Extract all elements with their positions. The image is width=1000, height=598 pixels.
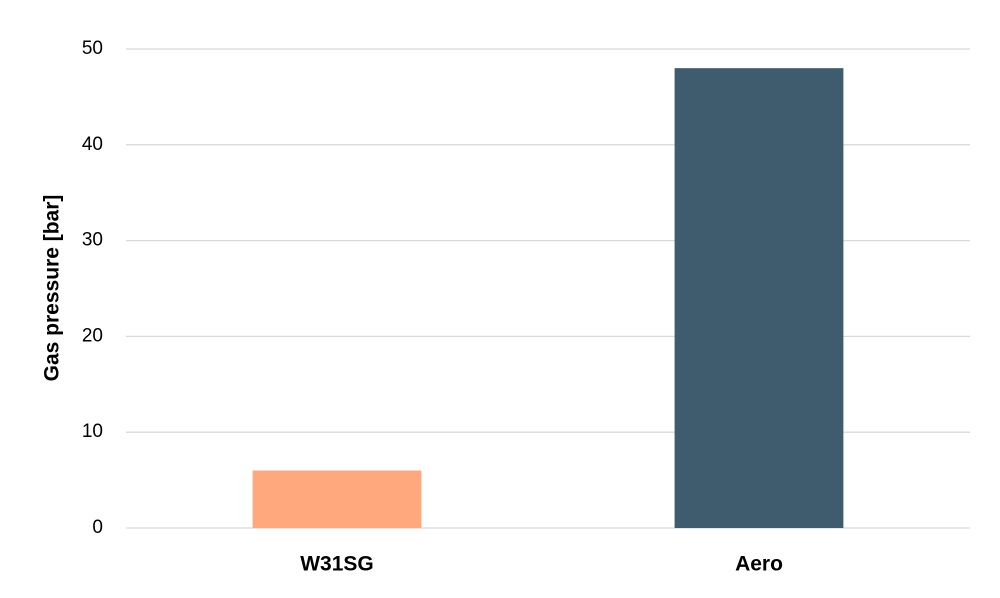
y-tick-label: 10 [82,421,103,442]
y-axis-label: Gas pressure [bar] [41,195,64,382]
x-tick-label: Aero [735,553,783,576]
y-tick-label: 30 [82,230,103,251]
y-tick-label: 0 [92,517,103,538]
y-tick-label: 50 [82,38,103,59]
y-tick-label: 40 [82,134,103,155]
bar [674,68,844,528]
y-tick-label: 20 [82,325,103,346]
bar [252,470,422,528]
x-tick-label: W31SG [300,553,374,576]
